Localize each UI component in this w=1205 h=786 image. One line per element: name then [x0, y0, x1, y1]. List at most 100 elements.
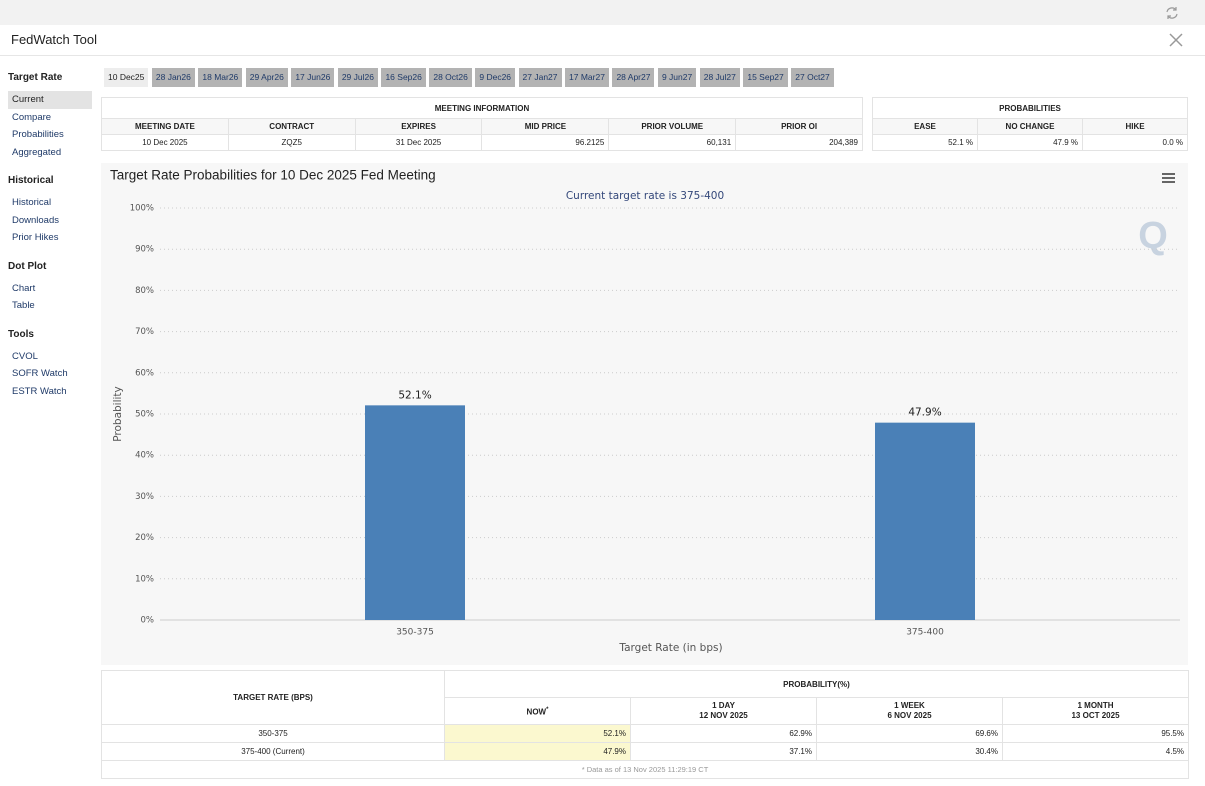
- column-label: NOW: [526, 707, 547, 717]
- meeting-tab[interactable]: 16 Sep26: [381, 68, 426, 87]
- chart-panel: Target Rate Probabilities for 10 Dec 202…: [101, 163, 1188, 665]
- meeting-tab[interactable]: 18 Mar26: [198, 68, 243, 87]
- column-row: EASE NO CHANGE HIKE: [872, 118, 1188, 135]
- sidebar-link[interactable]: Downloads: [12, 214, 59, 226]
- meeting-tab[interactable]: 27 Oct27: [791, 68, 834, 87]
- table-title: PROBABILITIES: [872, 97, 1188, 119]
- data-row: 10 Dec 2025 ZQZ5 31 Dec 2025 96.2125 60,131 2…: [101, 134, 863, 151]
- sidebar-heading: Dot Plot: [8, 260, 47, 272]
- meeting-tab[interactable]: 28 Apr27: [612, 68, 655, 87]
- column-header: NOW*: [444, 697, 631, 725]
- column-header: NO CHANGE: [977, 118, 1083, 135]
- meeting-tab[interactable]: 27 Jan27: [518, 68, 562, 87]
- bar: [875, 422, 975, 620]
- sidebar-link[interactable]: CVOL: [12, 350, 38, 362]
- group-row: TARGET RATE (BPS) PROBABILITY(%): [101, 670, 1189, 725]
- sidebar-link[interactable]: Chart: [12, 282, 36, 294]
- probability-table: TARGET RATE (BPS) PROBABILITY(%) NOW* 1 DAY…: [101, 670, 1189, 779]
- data-row: 52.1 % 47.9 % 0.0 %: [872, 134, 1188, 151]
- column-label: 1 WEEK: [894, 701, 925, 710]
- sidebar-group: Tools CVOL SOFR Watch ESTR Watch: [8, 327, 92, 401]
- meeting-tab[interactable]: 15 Sep27: [743, 68, 788, 87]
- cell: 31 Dec 2025: [354, 134, 483, 151]
- sidebar-heading: Tools: [8, 328, 34, 340]
- footnote: * Data as of 13 Nov 2025 11:29:19 CT: [101, 760, 1189, 779]
- y-tick-label: 90%: [135, 245, 154, 255]
- column-header: 1 DAY 12 NOV 2025: [630, 697, 817, 725]
- watermark: Q: [1138, 215, 1168, 257]
- column-label: 1 MONTH: [1077, 701, 1114, 710]
- meeting-tab[interactable]: 17 Mar27: [565, 68, 609, 87]
- app-title: FedWatch Tool: [11, 32, 97, 47]
- column-header: HIKE: [1082, 118, 1188, 135]
- cell: 10 Dec 2025: [101, 134, 229, 151]
- sidebar-link[interactable]: Compare: [12, 111, 52, 123]
- sidebar-heading: Target Rate: [8, 72, 63, 83]
- column-header: EXPIRES: [354, 118, 483, 135]
- meeting-tab[interactable]: 28 Oct26: [429, 68, 472, 87]
- column-header: MID PRICE: [481, 118, 610, 135]
- column-row: MEETING DATE CONTRACT EXPIRES MID PRICE PRIO…: [101, 118, 863, 135]
- sidebar-link[interactable]: Probabilities: [12, 129, 64, 140]
- sidebar: Target Rate Current Compare Probabilities Ag…: [8, 70, 92, 412]
- meeting-tab[interactable]: 28 Jul27: [699, 68, 740, 87]
- sidebar-group: Target Rate Current Compare Probabilities Ag…: [8, 70, 92, 161]
- sidebar-link[interactable]: ESTR Watch: [12, 385, 67, 397]
- data-row: 375-400 (Current) 47.9% 37.1% 30.4% 4.5%: [101, 742, 1189, 761]
- column-date: 12 NOV 2025: [699, 711, 748, 720]
- sidebar-link[interactable]: Historical: [12, 197, 52, 208]
- header-row: PROBABILITIES: [872, 97, 1188, 119]
- column-header: PRIOR VOLUME: [608, 118, 737, 135]
- chart-title: Target Rate Probabilities for 10 Dec 202…: [110, 168, 436, 183]
- data-row: 350-375 52.1% 62.9% 69.6% 95.5%: [101, 724, 1189, 743]
- meeting-tab[interactable]: 29 Jul26: [337, 68, 378, 87]
- y-tick-label: 70%: [135, 327, 154, 337]
- sidebar-link[interactable]: Current: [8, 91, 92, 109]
- chart: Target Rate Probabilities for 10 Dec 202…: [110, 168, 1180, 654]
- column-note: *: [546, 706, 549, 713]
- cell: 69.6%: [816, 724, 1003, 743]
- meeting-tab[interactable]: 29 Apr26: [245, 68, 288, 87]
- footnote-row: * Data as of 13 Nov 2025 11:29:19 CT: [101, 760, 1189, 779]
- y-tick-label: 60%: [135, 368, 154, 378]
- column-date: 6 NOV 2025: [887, 711, 932, 720]
- meeting-tab[interactable]: 17 Jun26: [291, 68, 335, 87]
- row-header: TARGET RATE (BPS): [101, 670, 445, 725]
- meeting-info-table: MEETING INFORMATION MEETING DATE CONTRACT E…: [101, 97, 863, 151]
- sidebar-heading: Historical: [8, 175, 54, 186]
- y-tick-label: 100%: [130, 204, 154, 214]
- sidebar-link[interactable]: SOFR Watch: [12, 368, 68, 379]
- meeting-tab[interactable]: 28 Jan26: [151, 68, 195, 87]
- cell: 52.1 %: [872, 134, 978, 151]
- column-header: MEETING DATE: [101, 118, 229, 135]
- meeting-tabs: 10 Dec25 28 Jan26 18 Mar26 29 Apr26 17 Jun26…: [104, 68, 837, 87]
- refresh-icon[interactable]: [1164, 5, 1180, 21]
- x-tick-label: 350-375: [396, 628, 434, 638]
- menu-icon[interactable]: [1162, 173, 1175, 183]
- x-icon[interactable]: [1169, 33, 1183, 47]
- sidebar-link[interactable]: Aggregated: [12, 146, 62, 158]
- cell: 375-400 (Current): [101, 742, 445, 761]
- cell: 350-375: [101, 724, 445, 743]
- x-axis-title: Target Rate (in bps): [618, 642, 722, 654]
- column-header: 1 MONTH 13 OCT 2025: [1002, 697, 1189, 725]
- y-tick-label: 20%: [135, 533, 154, 543]
- cell: 204,389: [735, 134, 863, 151]
- sidebar-link[interactable]: Prior Hikes: [12, 232, 59, 243]
- data-label: 52.1%: [398, 389, 431, 401]
- sidebar-group: Dot Plot Chart Table: [8, 259, 92, 315]
- meeting-tab[interactable]: 10 Dec25: [104, 68, 149, 87]
- sidebar-link[interactable]: Table: [12, 300, 35, 311]
- cell: 60,131: [608, 134, 737, 151]
- column-header: CONTRACT: [227, 118, 356, 135]
- data-label: 47.9%: [908, 407, 941, 419]
- meeting-tab[interactable]: 9 Jun27: [657, 68, 697, 87]
- meeting-tab[interactable]: 9 Dec26: [475, 68, 516, 87]
- y-tick-label: 10%: [135, 574, 154, 584]
- cell: 47.9%: [444, 742, 631, 761]
- cell: 4.5%: [1002, 742, 1189, 761]
- y-tick-label: 0%: [141, 616, 155, 626]
- column-header: 1 WEEK 6 NOV 2025: [816, 697, 1003, 725]
